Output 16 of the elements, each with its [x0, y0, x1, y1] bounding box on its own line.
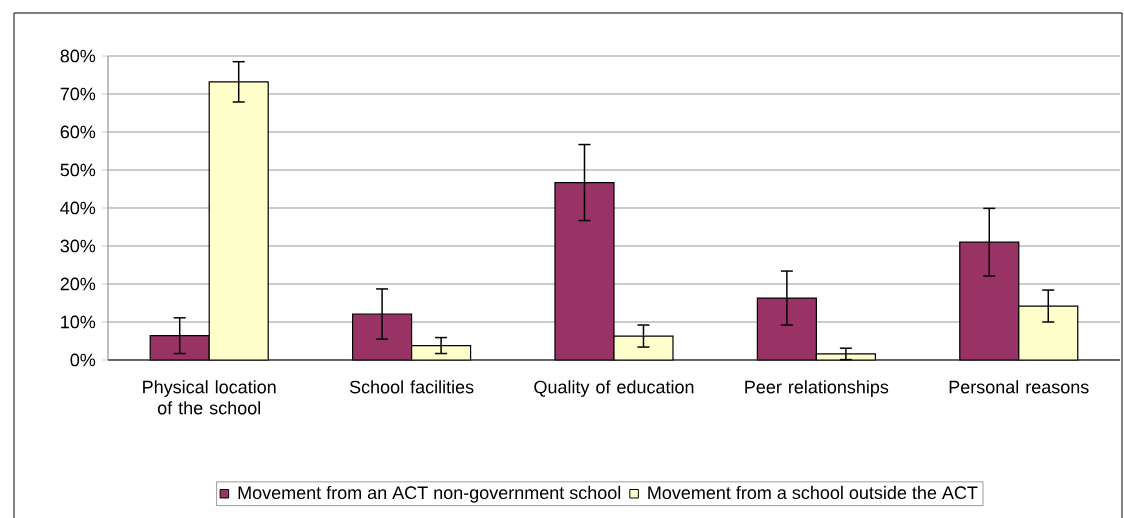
legend-label: Movement from an ACT non-government school: [238, 485, 621, 503]
y-tick-label: 10%: [61, 315, 96, 329]
y-tick-label: 80%: [60, 49, 96, 63]
y-tick-label: 70%: [60, 87, 96, 101]
y-tick-label: 30%: [60, 239, 96, 253]
x-tick-label: School facilities: [349, 380, 474, 394]
y-tick-label: 0%: [70, 353, 96, 367]
y-tick-label: 20%: [60, 277, 96, 291]
y-tick-label: 50%: [60, 163, 96, 177]
y-tick-label: 60%: [60, 125, 96, 139]
legend-label: Movement from a school outside the ACT: [648, 485, 978, 500]
x-tick-label: Peer relationships: [745, 380, 889, 397]
x-tick-label: Physical location of the school: [143, 380, 276, 415]
y-tick-label: 40%: [60, 201, 96, 215]
x-tick-label: Personal reasons: [949, 380, 1089, 394]
x-tick-label: Quality of education: [534, 380, 694, 397]
